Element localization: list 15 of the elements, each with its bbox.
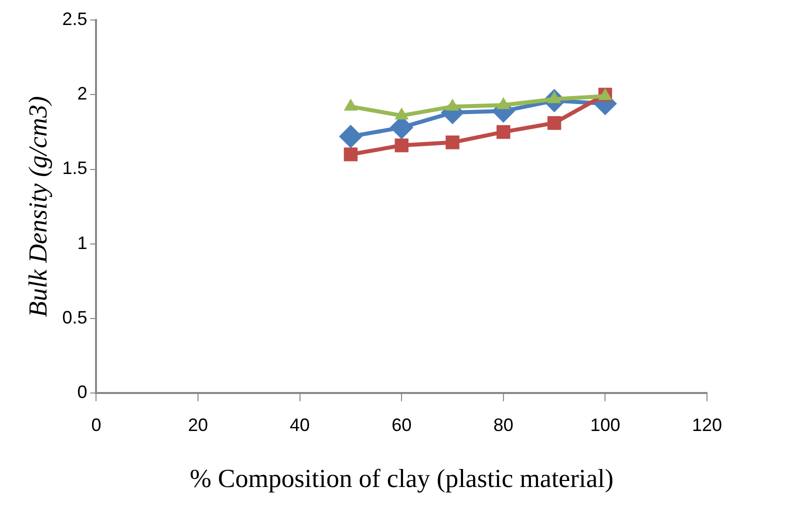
- y-tick-label: 1.5: [62, 158, 88, 178]
- y-tick-label: 2.5: [62, 8, 88, 29]
- x-axis-title: % Composition of clay (plastic material): [190, 464, 614, 494]
- y-tick-label: 0.5: [62, 308, 88, 328]
- x-tick-label: 60: [392, 414, 412, 435]
- y-tick-label: 2: [77, 84, 88, 104]
- x-tick-label: 100: [590, 414, 620, 435]
- y-tick-label: 1: [77, 232, 88, 253]
- y-axis-title: Bulk Density (g/cm3): [23, 96, 52, 318]
- x-tick-label: 80: [493, 414, 514, 435]
- x-tick-label: 20: [188, 414, 208, 435]
- y-tick-label: 0: [77, 382, 88, 402]
- x-tick-label: 120: [692, 414, 722, 435]
- x-tick-label: 0: [91, 414, 102, 435]
- x-tick-label: 40: [290, 414, 310, 435]
